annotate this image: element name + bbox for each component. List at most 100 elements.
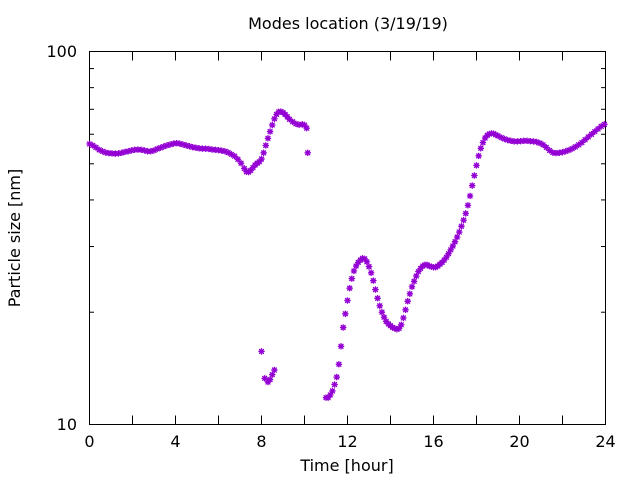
data-point-stroke	[331, 381, 338, 388]
data-point	[466, 192, 474, 200]
data-point-stroke	[258, 348, 265, 355]
data-point	[266, 376, 274, 383]
x-tick-label: 16	[423, 432, 443, 451]
data-point-stroke	[344, 297, 351, 304]
data-point	[397, 321, 405, 329]
data-point-stroke	[546, 147, 553, 154]
data-point-stroke	[93, 144, 99, 151]
data-point-stroke	[366, 263, 372, 270]
data-point-stroke	[286, 116, 293, 122]
data-point	[258, 348, 265, 355]
data-point-stroke	[235, 156, 241, 162]
data-point	[376, 302, 384, 310]
y-tick-label: 100	[46, 42, 77, 61]
data-point	[266, 128, 274, 135]
x-tick-label: 12	[337, 432, 357, 451]
data-point-stroke	[351, 268, 357, 274]
chart-title: Modes location (3/19/19)	[248, 14, 448, 33]
data-point	[581, 136, 589, 144]
data-point-stroke	[495, 133, 501, 139]
data-point-stroke	[364, 259, 370, 265]
data-point-stroke	[271, 116, 278, 122]
data-point-stroke	[473, 162, 480, 169]
plot-frame	[89, 51, 606, 425]
data-point	[400, 314, 407, 322]
data-point	[460, 216, 467, 224]
data-point	[406, 290, 414, 298]
data-point-stroke	[413, 273, 419, 279]
data-point-stroke	[340, 324, 346, 331]
data-point	[304, 149, 312, 157]
data-point-stroke	[491, 131, 497, 137]
data-point	[260, 149, 267, 157]
data-point	[404, 297, 411, 305]
data-point	[367, 269, 375, 277]
data-point-stroke	[368, 270, 374, 276]
data-point	[408, 283, 416, 291]
data-point-stroke	[265, 135, 271, 142]
x-tick-label: 4	[170, 432, 180, 451]
data-point-stroke	[471, 172, 477, 179]
data-point	[264, 135, 272, 142]
data-point-stroke	[476, 153, 482, 159]
data-point-stroke	[407, 291, 413, 297]
data-point-stroke	[96, 147, 102, 153]
data-point-stroke	[392, 325, 398, 332]
data-point-stroke	[228, 151, 235, 157]
data-point-stroke	[448, 247, 454, 253]
data-point-stroke	[458, 223, 465, 229]
data-point-stroke	[334, 374, 340, 380]
data-point-stroke	[601, 121, 608, 127]
data-point-stroke	[347, 285, 353, 291]
data-point	[331, 381, 338, 388]
data-point-stroke	[377, 303, 383, 309]
data-point-stroke	[278, 108, 284, 115]
data-point-stroke	[349, 276, 355, 282]
data-point	[449, 242, 457, 250]
data-point	[237, 159, 245, 167]
data-point-stroke	[381, 314, 387, 320]
data-point-stroke	[456, 229, 462, 235]
data-point-stroke	[231, 153, 238, 159]
data-point	[363, 258, 371, 266]
data-point-stroke	[342, 311, 348, 317]
data-point	[402, 306, 409, 314]
data-point-stroke	[445, 251, 452, 257]
data-point	[295, 121, 303, 129]
data-point	[475, 152, 482, 160]
data-point-stroke	[327, 392, 333, 398]
data-point	[585, 133, 592, 141]
data-point-stroke	[261, 150, 267, 156]
x-tick-label: 20	[509, 432, 529, 451]
data-point	[258, 155, 265, 163]
data-point-stroke	[170, 141, 177, 147]
data-point	[445, 250, 452, 258]
data-point	[271, 366, 278, 374]
y-axis-label: Particle size [nm]	[5, 169, 24, 308]
data-point-stroke	[493, 132, 499, 138]
data-point-stroke	[305, 150, 311, 156]
data-point-stroke	[225, 149, 231, 156]
data-point	[413, 272, 420, 280]
data-point-stroke	[480, 139, 486, 146]
data-point-stroke	[299, 121, 305, 127]
data-point-stroke	[258, 156, 265, 162]
x-tick-label: 0	[84, 432, 94, 451]
data-point-stroke	[390, 324, 396, 331]
data-point-stroke	[269, 122, 275, 128]
data-point-stroke	[290, 119, 296, 125]
data-point-stroke	[469, 182, 475, 189]
data-point-stroke	[379, 309, 385, 315]
data-point-stroke	[405, 298, 411, 304]
data-point	[262, 142, 270, 149]
data-point-stroke	[465, 202, 471, 208]
data-point	[456, 228, 463, 236]
data-point	[374, 294, 381, 302]
data-point	[378, 308, 386, 316]
data-point	[271, 115, 278, 123]
data-point	[372, 286, 379, 293]
data-point-stroke	[452, 239, 458, 245]
data-point	[344, 297, 351, 304]
data-point-stroke	[262, 375, 268, 381]
data-point-stroke	[128, 147, 135, 154]
